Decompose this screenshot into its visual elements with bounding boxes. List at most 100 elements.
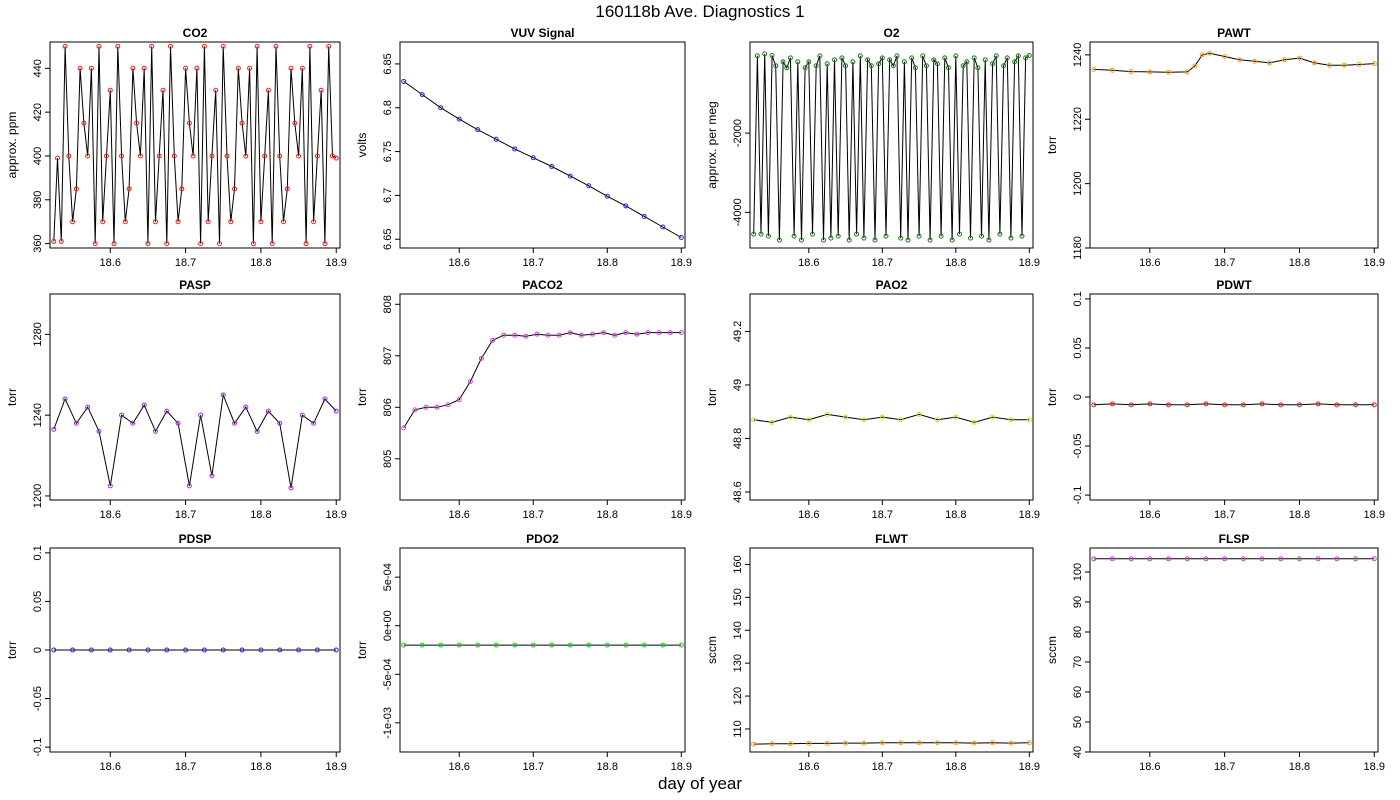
data-point bbox=[1184, 402, 1190, 408]
x-tick-label: 18.9 bbox=[326, 509, 347, 521]
data-point bbox=[1311, 60, 1317, 66]
x-tick-label: 18.9 bbox=[1364, 761, 1385, 773]
data-point bbox=[51, 647, 57, 653]
data-point bbox=[77, 65, 83, 71]
data-point bbox=[1008, 417, 1014, 423]
data-point bbox=[945, 65, 951, 71]
y-tick-label: 1280 bbox=[32, 322, 44, 346]
panel-o2: O2 18.6 18.7 18.8 18.9 -4000 -2000 approx. per … bbox=[705, 26, 1040, 269]
data-point bbox=[322, 241, 328, 247]
series-line bbox=[53, 46, 337, 244]
data-point bbox=[612, 332, 618, 338]
x-tick-label: 18.7 bbox=[175, 257, 196, 269]
panel-title: O2 bbox=[883, 26, 899, 40]
data-point bbox=[879, 740, 885, 746]
data-point bbox=[152, 219, 158, 225]
y-tick-label: 1240 bbox=[32, 403, 44, 427]
data-point bbox=[909, 55, 915, 61]
panel-pdwt: PDWT 18.6 18.7 18.8 18.9 -0.1 -0.05 0 0.05 0.1 tor… bbox=[1045, 278, 1385, 521]
data-point bbox=[1334, 556, 1340, 562]
x-tick-label: 18.6 bbox=[798, 257, 819, 269]
data-point bbox=[1199, 52, 1205, 58]
data-point bbox=[190, 153, 196, 159]
data-point bbox=[890, 63, 896, 69]
x-tick-label: 18.7 bbox=[523, 509, 544, 521]
data-point bbox=[1109, 401, 1115, 407]
data-point bbox=[288, 65, 294, 71]
data-point bbox=[1015, 53, 1021, 59]
plot-frame bbox=[749, 41, 1034, 249]
data-point bbox=[326, 43, 332, 49]
y-tick-label: 6.8 bbox=[382, 100, 394, 115]
y-axis-label: torr bbox=[1045, 136, 1059, 154]
data-point bbox=[678, 642, 684, 648]
panel-paco2: PACO2 18.6 18.7 18.8 18.9 805 806 807 808 torr bbox=[355, 278, 692, 521]
y-axis-label: volts bbox=[355, 133, 369, 158]
data-point bbox=[311, 420, 317, 426]
x-tick-label: 18.9 bbox=[1019, 257, 1040, 269]
data-point bbox=[634, 331, 640, 337]
data-point bbox=[1222, 556, 1228, 562]
y-tick-label: 440 bbox=[32, 59, 44, 77]
data-point bbox=[175, 420, 181, 426]
data-point bbox=[401, 78, 407, 84]
y-axis-label: sccm bbox=[705, 636, 719, 664]
data-point bbox=[765, 233, 771, 239]
x-tick-label: 18.6 bbox=[1139, 761, 1160, 773]
x-tick-label: 18.8 bbox=[250, 509, 271, 521]
data-point bbox=[467, 379, 473, 385]
panel-co2: CO2 18.6 18.7 18.8 18.9 360 380 400 420 440 approx… bbox=[5, 26, 347, 269]
data-point bbox=[216, 241, 222, 247]
x-tick-label: 18.8 bbox=[597, 761, 618, 773]
data-point bbox=[512, 642, 518, 648]
data-point bbox=[1008, 235, 1014, 241]
data-point bbox=[832, 57, 838, 63]
data-point bbox=[438, 642, 444, 648]
data-point bbox=[107, 87, 113, 93]
y-tick-label: 0.05 bbox=[32, 591, 44, 612]
data-point bbox=[872, 237, 878, 243]
data-point bbox=[809, 231, 815, 237]
data-point bbox=[813, 63, 819, 69]
data-point bbox=[475, 127, 481, 133]
data-point bbox=[953, 740, 959, 746]
data-point bbox=[296, 647, 302, 653]
data-point bbox=[1192, 63, 1198, 69]
panel-pdsp: PDSP 18.6 18.7 18.8 18.9 -0.1 -0.05 0 0.05 0.1 tor… bbox=[5, 532, 347, 773]
data-point bbox=[865, 57, 871, 63]
y-tick-label: 1200 bbox=[32, 484, 44, 508]
y-tick-label: 1200 bbox=[1072, 171, 1084, 195]
data-point bbox=[247, 65, 253, 71]
data-point bbox=[1026, 52, 1032, 58]
data-point bbox=[70, 647, 76, 653]
data-point bbox=[821, 237, 827, 243]
data-point bbox=[773, 63, 779, 69]
data-point bbox=[1184, 69, 1190, 75]
data-point bbox=[314, 153, 320, 159]
panel-title: PACO2 bbox=[522, 278, 563, 292]
y-tick-label: 806 bbox=[382, 398, 394, 416]
data-point bbox=[817, 53, 823, 59]
data-point bbox=[512, 332, 518, 338]
data-point bbox=[220, 43, 226, 49]
data-point bbox=[923, 63, 929, 69]
y-axis-label: torr bbox=[705, 388, 719, 406]
x-tick-label: 18.9 bbox=[671, 509, 692, 521]
data-point bbox=[419, 642, 425, 648]
data-point bbox=[1166, 402, 1172, 408]
data-point bbox=[130, 420, 136, 426]
panel-title: VUV Signal bbox=[510, 26, 574, 40]
data-point bbox=[641, 642, 647, 648]
data-point bbox=[623, 330, 629, 336]
data-point bbox=[879, 55, 885, 61]
data-point bbox=[787, 55, 793, 61]
data-point bbox=[751, 741, 757, 747]
y-tick-label: 808 bbox=[382, 295, 394, 313]
data-point bbox=[288, 485, 294, 491]
data-point bbox=[438, 105, 444, 111]
data-point bbox=[916, 411, 922, 417]
y-axis-label: torr bbox=[355, 388, 369, 406]
data-point bbox=[1278, 556, 1284, 562]
data-point bbox=[589, 331, 595, 337]
y-tick-label: 40 bbox=[1072, 746, 1084, 758]
